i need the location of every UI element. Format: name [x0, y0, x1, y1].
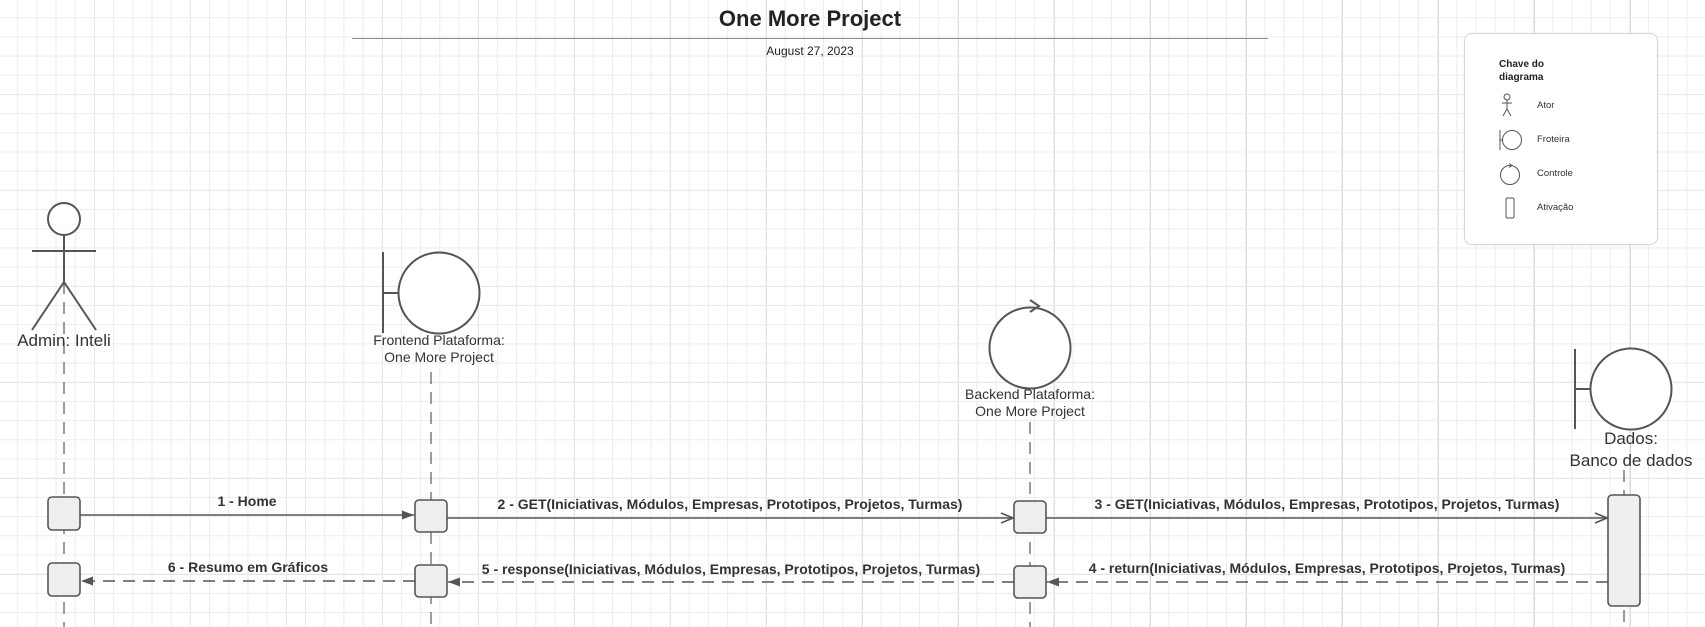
activation-box-admin-2[interactable] [47, 562, 81, 597]
message-label-2: 2 - GET(Iniciativas, Módulos, Empresas, … [498, 496, 963, 512]
legend-label-activation: Ativação [1537, 202, 1574, 213]
legend-item-boundary: Froteira [1465, 125, 1657, 155]
participant-label-admin: Admin: Inteli [17, 331, 111, 350]
diagram-title: One More Project [718, 6, 902, 31]
activation-box-dados[interactable] [1607, 494, 1641, 607]
participant-label-frontend-line1: Frontend Plataforma: [373, 332, 505, 348]
boundary-icon [1499, 130, 1522, 150]
legend-label-boundary: Froteira [1537, 134, 1570, 145]
activation-box-backend-1[interactable] [1013, 500, 1047, 534]
activation-box-frontend-1[interactable] [414, 499, 448, 533]
diagram-date: August 27, 2023 [766, 44, 854, 58]
message-label-5: 5 - response(Iniciativas, Módulos, Empre… [482, 561, 980, 577]
message-label-6: 6 - Resumo em Gráficos [168, 559, 328, 575]
message-label-1: 1 - Home [217, 493, 276, 509]
legend-item-actor: Ator [1465, 91, 1657, 121]
control-icon [1500, 163, 1520, 185]
participant-label-dados-line2: Banco de dados [1570, 451, 1693, 470]
actor-icon [1502, 93, 1512, 117]
participant-label-frontend-line2: One More Project [384, 349, 494, 365]
diagram-legend[interactable]: Chave do diagrama Ator Froteira Controle… [1464, 33, 1658, 245]
legend-item-control: Controle [1465, 159, 1657, 189]
activation-box-backend-2[interactable] [1013, 565, 1047, 599]
activation-icon [1505, 197, 1515, 219]
control-icon[interactable] [988, 299, 1072, 390]
message-label-3: 3 - GET(Iniciativas, Módulos, Empresas, … [1095, 496, 1560, 512]
activation-box-admin-1[interactable] [47, 496, 81, 531]
boundary-icon[interactable] [1574, 347, 1673, 431]
legend-label-actor: Ator [1537, 100, 1555, 111]
boundary-icon[interactable] [382, 251, 481, 335]
participant-label-backend-line2: One More Project [975, 403, 1085, 419]
participant-label-dados-line1: Dados: [1604, 429, 1658, 448]
diagram-header: One More Project August 27, 2023 [352, 0, 1268, 58]
legend-item-activation: Ativação [1465, 193, 1657, 223]
title-divider [352, 38, 1268, 39]
legend-label-control: Controle [1537, 168, 1573, 179]
activation-box-frontend-2[interactable] [414, 564, 448, 598]
legend-title: Chave do diagrama [1499, 59, 1545, 83]
actor-icon[interactable] [31, 202, 97, 331]
participant-label-backend-line1: Backend Plataforma: [965, 386, 1095, 402]
message-label-4: 4 - return(Iniciativas, Módulos, Empresa… [1089, 560, 1566, 576]
